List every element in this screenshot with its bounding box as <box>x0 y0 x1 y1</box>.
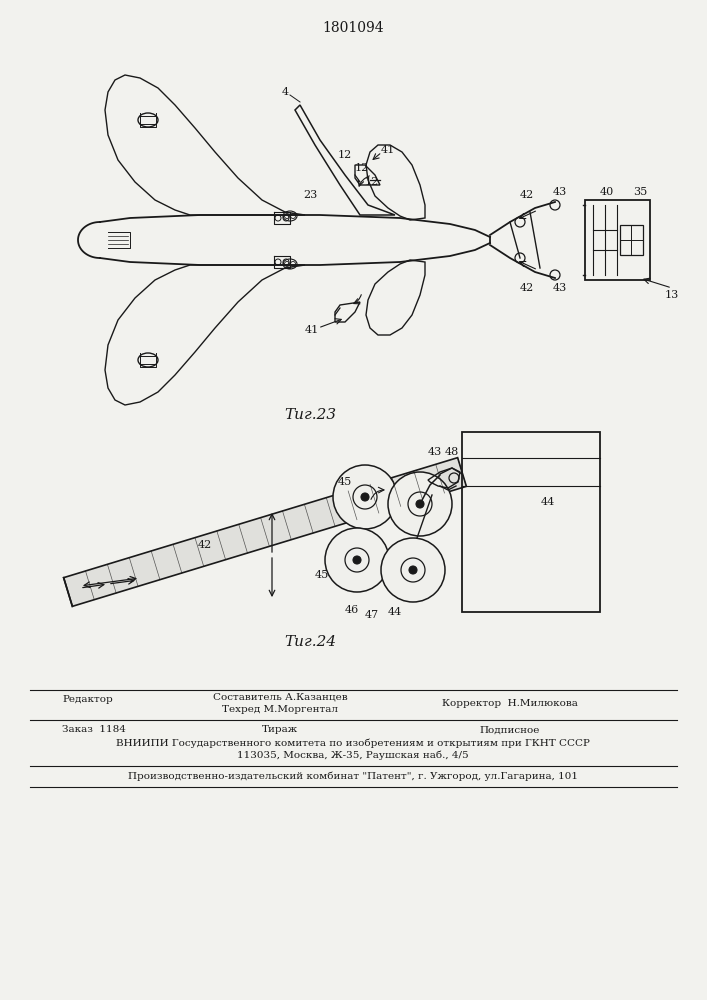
Text: 12: 12 <box>338 150 352 160</box>
Text: Корректор  Н.Милюкова: Корректор Н.Милюкова <box>442 698 578 708</box>
Text: Техред М.Моргентал: Техред М.Моргентал <box>222 706 338 714</box>
Text: 41: 41 <box>381 145 395 155</box>
Text: 12: 12 <box>355 163 369 173</box>
Polygon shape <box>64 458 467 606</box>
Text: 42: 42 <box>198 540 212 550</box>
Text: Τиг.24: Τиг.24 <box>284 635 336 649</box>
Text: 113035, Москва, Ж-35, Раушская наб., 4/5: 113035, Москва, Ж-35, Раушская наб., 4/5 <box>237 750 469 760</box>
Circle shape <box>409 566 417 574</box>
Text: 43: 43 <box>553 187 567 197</box>
Circle shape <box>333 465 397 529</box>
Text: 45: 45 <box>315 570 329 580</box>
Text: 12: 12 <box>365 177 379 187</box>
Text: 42: 42 <box>520 283 534 293</box>
Text: 48: 48 <box>445 447 459 457</box>
Circle shape <box>416 500 424 508</box>
Circle shape <box>388 472 452 536</box>
Text: 44: 44 <box>388 607 402 617</box>
Text: 41: 41 <box>305 325 319 335</box>
Text: Подписное: Подписное <box>480 726 540 734</box>
Circle shape <box>361 493 369 501</box>
Circle shape <box>325 528 389 592</box>
Text: ВНИИПИ Государственного комитета по изобретениям и открытиям при ГКНТ СССР: ВНИИПИ Государственного комитета по изоб… <box>116 738 590 748</box>
Text: Производственно-издательский комбинат "Патент", г. Ужгород, ул.Гагарина, 101: Производственно-издательский комбинат "П… <box>128 771 578 781</box>
Text: 40: 40 <box>600 187 614 197</box>
Text: 42: 42 <box>520 190 534 200</box>
Text: 1801094: 1801094 <box>322 21 384 35</box>
Text: 45: 45 <box>338 477 352 487</box>
Circle shape <box>353 556 361 564</box>
Text: Тираж: Тираж <box>262 726 298 734</box>
Text: 23: 23 <box>303 190 317 200</box>
Text: 43: 43 <box>553 283 567 293</box>
Text: Составитель А.Казанцев: Составитель А.Казанцев <box>213 692 347 702</box>
Text: 35: 35 <box>633 187 647 197</box>
Text: Τиг.23: Τиг.23 <box>284 408 336 422</box>
Text: 44: 44 <box>541 497 555 507</box>
Text: 13: 13 <box>665 290 679 300</box>
Text: Заказ  1184: Заказ 1184 <box>62 726 126 734</box>
Text: 43: 43 <box>428 447 442 457</box>
Text: 4: 4 <box>281 87 288 97</box>
Text: Редактор: Редактор <box>62 696 112 704</box>
Text: 47: 47 <box>365 610 379 620</box>
Circle shape <box>381 538 445 602</box>
Text: 46: 46 <box>345 605 359 615</box>
